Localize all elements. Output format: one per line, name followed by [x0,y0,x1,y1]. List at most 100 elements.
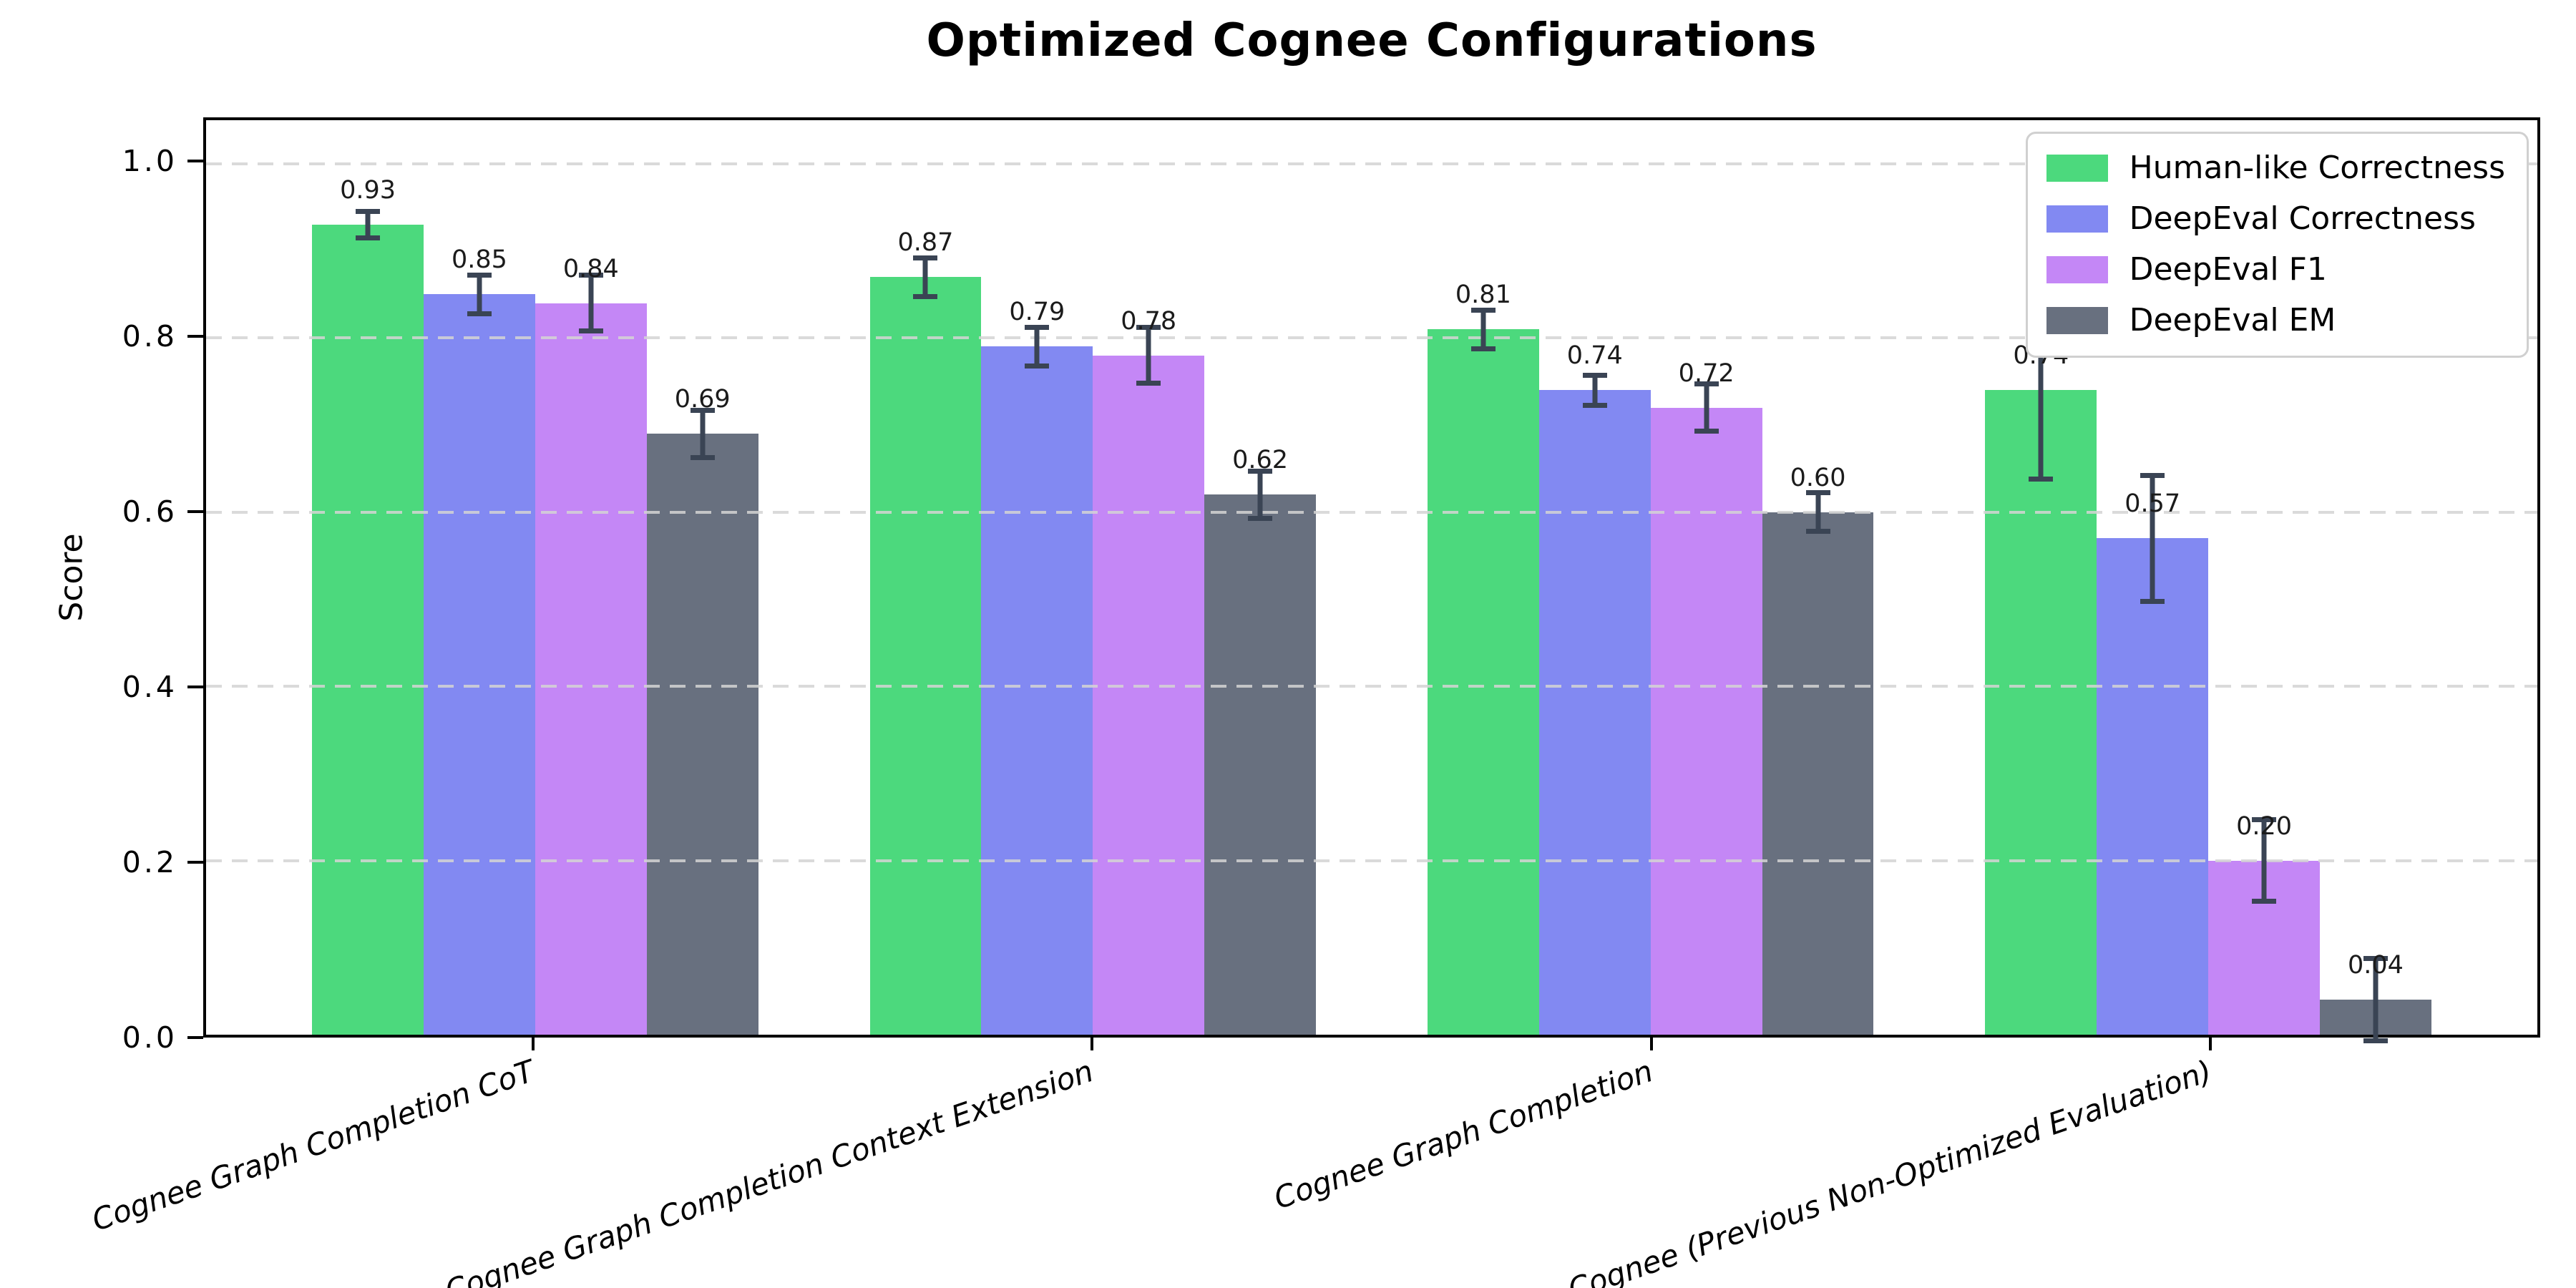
y-tick-label: 0.2 [122,845,177,880]
error-bar-cap-bottom [1582,402,1607,408]
error-bar-line [1257,468,1263,521]
error-bar-line [2373,956,2379,1044]
error-bar [1805,490,1830,535]
error-bar-cap-bottom [2140,598,2165,604]
error-bar [1248,468,1273,521]
legend-swatch [2046,205,2108,233]
error-bar [1582,373,1607,408]
error-bar-cap-top [1136,325,1161,331]
y-tick-label: 1.0 [122,144,177,179]
error-bar-cap-bottom [1248,515,1273,521]
error-bar-line [700,407,706,460]
legend-label: DeepEval F1 [2129,251,2327,288]
x-tick-mark [1649,1038,1653,1050]
x-tick-mark [531,1038,535,1050]
error-bar-line [1815,490,1821,535]
bar-value-label: 0.78 [1121,306,1177,336]
bar-human-like-correctness [869,277,982,1035]
y-tick-mark [187,510,203,514]
bar-human-like-correctness [1427,329,1539,1035]
legend: Human-like Correctness DeepEval Correctne… [2025,132,2529,358]
legend-item-deepeval-em: DeepEval EM [2046,302,2505,338]
error-bar-cap-top [690,407,715,413]
bar-value-label: 0.69 [674,385,731,414]
error-bar-cap-bottom [2252,899,2277,904]
error-bar-line [477,273,482,316]
error-bar-cap-bottom [1470,346,1496,351]
error-bar [467,273,492,316]
bar-deepeval-correctness [2097,538,2209,1035]
y-tick-mark [187,160,203,163]
bar-value-label: 0.81 [1455,280,1511,310]
y-tick-mark [187,861,203,864]
y-tick-mark [187,1036,203,1039]
error-bar [1025,325,1050,369]
y-tick-mark [187,335,203,338]
error-bar-line [1704,381,1709,434]
bar-human-like-correctness [1985,390,2097,1035]
x-tick-label: Cognee (Previous Non-Optimized Evaluatio… [1563,1053,2216,1288]
bar-deepeval-correctness [981,346,1093,1035]
bar-deepeval-em [646,434,758,1035]
chart-title: Optimized Cognee Configurations [926,14,1818,67]
error-bar-cap-top [1025,325,1050,331]
error-bar [2363,956,2388,1044]
bar-deepeval-em [1762,512,1874,1035]
bar-deepeval-em [1204,494,1317,1035]
error-bar-cap-top [2363,956,2388,962]
error-bar-cap-bottom [356,235,381,240]
error-bar-cap-top [1582,373,1607,378]
error-bar [1470,307,1496,351]
error-bar-cap-bottom [578,328,603,334]
error-bar-cap-bottom [1694,429,1719,434]
error-bar-line [588,273,594,334]
error-bar [913,255,938,299]
error-bar-cap-bottom [1805,529,1830,535]
error-bar-line [922,255,928,299]
y-tick-mark [187,686,203,689]
bar-value-label: 0.85 [451,245,507,275]
bar-value-label: 0.62 [1232,446,1289,475]
error-bar-cap-top [1805,490,1830,496]
legend-label: DeepEval EM [2129,302,2336,338]
legend-swatch [2046,154,2108,182]
error-bar-cap-top [913,255,938,260]
bar-deepeval-f1 [535,303,647,1035]
legend-swatch [2046,255,2108,283]
y-tick-label: 0.0 [122,1020,177,1055]
error-bar-cap-top [1470,307,1496,313]
bar-value-label: 0.84 [562,254,619,283]
error-bar-line [1480,307,1486,351]
error-bar [1694,381,1719,434]
bar-deepeval-correctness [423,294,535,1035]
bar-deepeval-f1 [1650,407,1762,1035]
bar-human-like-correctness [312,225,424,1035]
error-bar-cap-top [578,273,603,278]
error-bar-line [1592,373,1598,408]
error-bar [2140,472,2165,604]
error-bar-line [2038,298,2044,482]
error-bar [1136,325,1161,386]
error-bar-line [2150,472,2155,604]
error-bar-cap-top [467,273,492,278]
y-tick-label: 0.4 [122,670,177,705]
y-tick-label: 0.6 [122,494,177,530]
error-bar-cap-top [1694,381,1719,387]
error-bar [690,407,715,460]
bar-value-label: 0.20 [2236,811,2293,841]
bar-deepeval-correctness [1538,390,1651,1035]
bar-value-label: 0.04 [2347,951,2404,980]
error-bar-cap-top [1248,468,1273,474]
legend-label: Human-like Correctness [2129,150,2505,186]
y-axis-label: Score [53,533,90,622]
bar-value-label: 0.72 [1678,358,1735,388]
error-bar-cap-top [356,209,381,215]
bar-value-label: 0.87 [897,228,954,258]
error-bar-line [1034,325,1040,369]
error-bar-cap-bottom [467,311,492,316]
y-tick-label: 0.8 [122,319,177,354]
bar-deepeval-f1 [1093,355,1205,1035]
error-bar-cap-bottom [2029,477,2054,482]
error-bar-cap-bottom [1025,363,1050,369]
